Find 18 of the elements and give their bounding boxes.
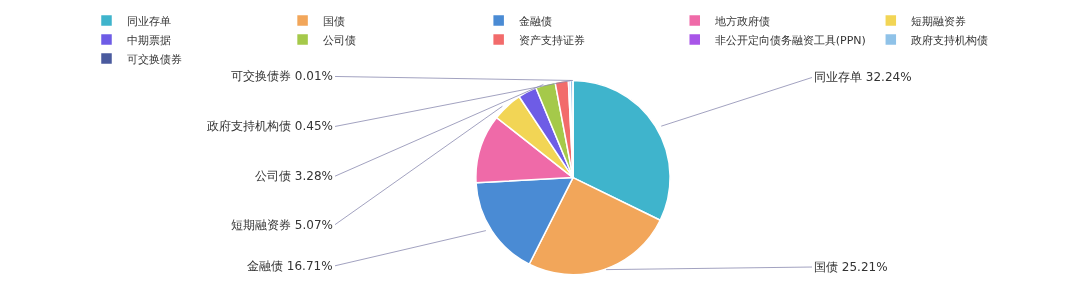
legend-label: 资产支持证券 [518, 33, 585, 47]
legend-label: 地方政府债 [713, 14, 770, 28]
data-label: 可交换债券 0.01% [231, 69, 333, 83]
legend-label: 同业存单 [126, 14, 171, 28]
legend-label: 政府支持机构债 [910, 33, 988, 47]
data-label: 政府支持机构债 0.45% [207, 119, 333, 133]
data-label: 短期融资券 5.07% [231, 218, 333, 232]
legend-label: 非公开定向债务融资工具(PPN) [714, 33, 866, 47]
legend-label: 金融债 [518, 14, 552, 28]
data-label: 同业存单 32.24% [814, 70, 912, 84]
data-label: 公司债 3.28% [255, 169, 333, 183]
legend-label: 短期融资券 [910, 14, 966, 28]
data-label: 国债 25.21% [814, 260, 888, 274]
legend-label: 中期票据 [126, 33, 171, 47]
data-label: 金融债 16.71% [247, 259, 333, 273]
legend-label: 公司债 [322, 33, 356, 47]
legend-label: 可交换债券 [126, 52, 182, 66]
legend-label: 国债 [322, 14, 345, 28]
